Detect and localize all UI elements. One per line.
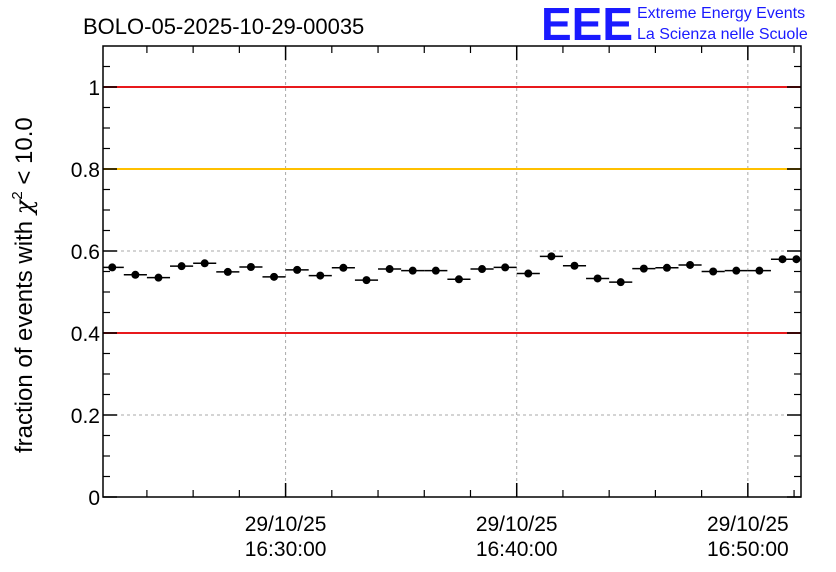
data-point <box>493 263 517 272</box>
eee-logo: EEE Extreme Energy Events La Scienza nel… <box>541 0 808 50</box>
data-point <box>516 269 540 278</box>
data-point <box>701 267 725 276</box>
axes-ticks: 00.20.40.60.8129/10/2516:30:0029/10/2516… <box>71 46 801 561</box>
plot-frame <box>102 45 802 498</box>
x-tick-label-time: 16:50:00 <box>707 538 789 561</box>
data-point <box>216 267 240 276</box>
data-point <box>586 274 610 283</box>
data-point <box>354 276 379 285</box>
y-tick-label: 0.8 <box>71 159 100 182</box>
data-point <box>146 273 171 282</box>
data-point <box>655 263 679 272</box>
data-point <box>193 259 217 268</box>
data-point <box>123 270 147 279</box>
y-tick-label: 0 <box>88 487 100 510</box>
data-point <box>262 272 286 281</box>
data-point <box>539 252 563 261</box>
y-tick-label: 0.2 <box>71 405 100 428</box>
data-point <box>784 255 801 264</box>
data-points <box>103 252 801 287</box>
y-tick-label: 0.4 <box>71 323 101 346</box>
y-tick-label: 1 <box>88 77 100 100</box>
data-point <box>470 265 494 274</box>
data-point <box>170 262 194 271</box>
data-point <box>378 265 402 274</box>
grid <box>103 46 801 497</box>
data-point <box>632 264 656 273</box>
data-point <box>424 266 448 275</box>
data-point <box>401 266 425 275</box>
x-tick-label-time: 16:40:00 <box>476 538 558 561</box>
y-tick-label: 0.6 <box>71 241 100 264</box>
data-point <box>331 263 355 272</box>
data-point <box>609 278 633 287</box>
reference-lines <box>103 86 801 334</box>
data-point <box>308 271 332 280</box>
data-point <box>747 266 771 275</box>
eee-logo-mark: EEE <box>541 0 633 50</box>
chart-title: BOLO-05-2025-10-29-00035 <box>83 14 364 39</box>
data-point <box>562 261 587 270</box>
x-tick-label-time: 16:30:00 <box>245 538 327 561</box>
data-point <box>678 260 702 269</box>
y-axis-label: fraction of events with χ2 < 10.0 <box>9 117 38 453</box>
eee-logo-line1: Extreme Energy Events <box>637 5 805 22</box>
data-point <box>239 262 263 271</box>
x-tick-label-date: 29/10/25 <box>707 513 789 536</box>
data-point <box>103 263 124 272</box>
eee-logo-line2: La Scienza nelle Scuole <box>637 26 808 43</box>
data-point <box>285 265 309 274</box>
x-tick-label-date: 29/10/25 <box>245 513 327 536</box>
x-tick-label-date: 29/10/25 <box>476 513 558 536</box>
data-point <box>447 275 471 284</box>
data-point <box>724 266 748 275</box>
